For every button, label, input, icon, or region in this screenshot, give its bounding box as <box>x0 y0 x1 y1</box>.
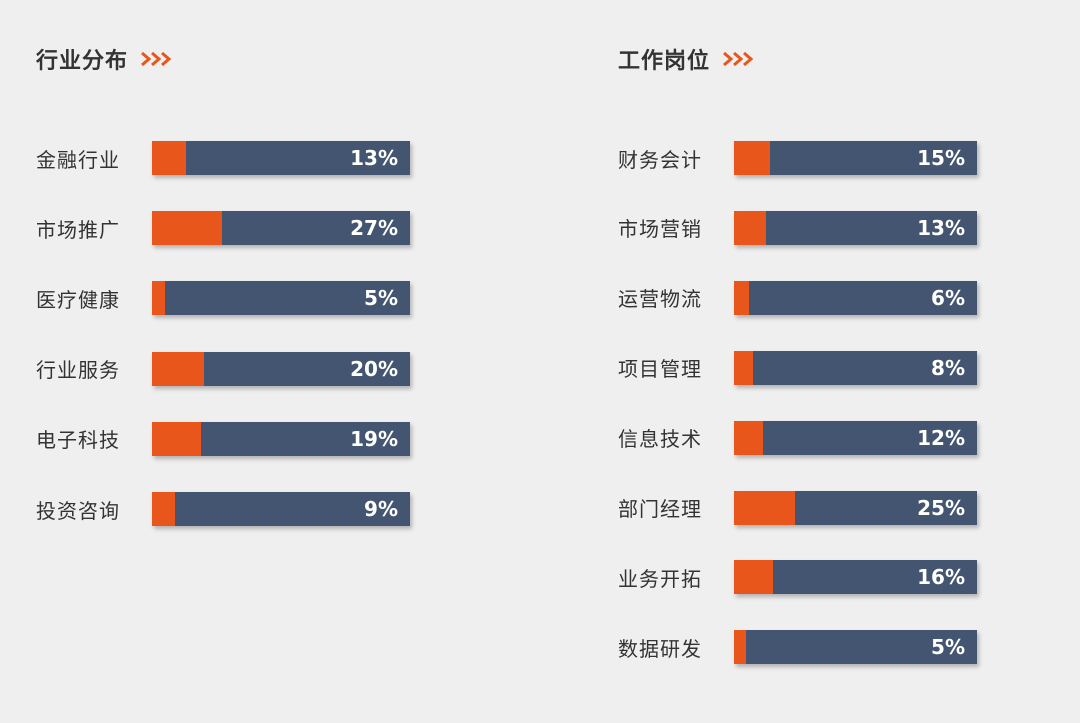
category-label: 医疗健康 <box>36 287 120 312</box>
bar-fill <box>152 492 176 526</box>
category-label: 投资咨询 <box>36 498 120 523</box>
bar-row: 财务会计 15% <box>618 141 977 175</box>
category-label: 业务开拓 <box>618 566 702 591</box>
category-label: 金融行业 <box>36 147 120 172</box>
bar-row: 业务开拓 16% <box>618 560 977 595</box>
data-label: 5% <box>364 286 398 311</box>
category-label: 市场推广 <box>36 217 120 242</box>
bar-track: 15% <box>734 141 977 175</box>
bar-fill <box>734 560 773 595</box>
category-label: 行业服务 <box>36 358 120 383</box>
chart-title: 工作岗位 <box>618 49 711 74</box>
bar-fill <box>152 281 165 316</box>
bar-fill <box>734 630 747 665</box>
data-label: 13% <box>917 215 965 240</box>
bar-row: 医疗健康 5% <box>36 281 410 316</box>
data-label: 16% <box>917 565 965 590</box>
bar-fill <box>734 490 795 525</box>
data-label: 20% <box>350 356 398 381</box>
bar-track: 6% <box>734 280 977 315</box>
bar-track: 27% <box>152 211 410 246</box>
bar-track: 19% <box>152 421 410 456</box>
bar-track: 16% <box>734 560 977 595</box>
bar-row: 电子科技 19% <box>36 421 410 456</box>
category-label: 项目管理 <box>618 357 702 382</box>
data-label: 15% <box>917 146 965 170</box>
bar-fill <box>734 420 764 455</box>
bar-row: 市场推广 27% <box>36 211 410 246</box>
bar-track: 25% <box>734 490 977 525</box>
bar-row: 项目管理 8% <box>618 350 977 385</box>
bar-row: 市场营销 13% <box>618 210 977 245</box>
bar-row: 投资咨询 9% <box>36 492 410 526</box>
bar-track: 13% <box>734 210 977 245</box>
data-label: 12% <box>917 425 965 450</box>
bar-track: 12% <box>734 420 977 455</box>
category-label: 部门经理 <box>618 497 702 521</box>
data-label: 25% <box>917 495 965 520</box>
bar-row: 信息技术 12% <box>618 420 977 455</box>
bar-track: 13% <box>152 141 410 175</box>
data-label: 27% <box>350 216 398 241</box>
bar-fill <box>152 421 202 456</box>
bar-row: 数据研发 5% <box>618 630 977 665</box>
bar-row: 运营物流 6% <box>618 280 977 315</box>
data-label: 9% <box>364 497 398 521</box>
bar-row: 金融行业 13% <box>36 141 410 175</box>
category-label: 财务会计 <box>618 147 702 172</box>
job-position-title: 工作岗位 <box>618 42 756 76</box>
data-label: 19% <box>350 426 398 451</box>
chevron-right-icon <box>723 51 754 67</box>
chevron-right-icon <box>141 51 172 67</box>
category-label: 信息技术 <box>618 427 702 452</box>
category-label: 市场营销 <box>618 217 702 242</box>
chart-title: 行业分布 <box>36 49 129 74</box>
bar-fill <box>152 351 204 386</box>
bar-fill <box>734 141 771 175</box>
bar-track: 5% <box>152 281 410 316</box>
bar-row: 部门经理 25% <box>618 490 977 525</box>
data-label: 5% <box>931 635 965 660</box>
bar-fill <box>734 350 754 385</box>
bar-fill <box>734 280 749 315</box>
category-label: 数据研发 <box>618 636 702 661</box>
bar-row: 行业服务 20% <box>36 351 410 386</box>
bar-track: 5% <box>734 630 977 665</box>
bar-fill <box>734 210 766 245</box>
data-label: 6% <box>931 285 965 310</box>
bar-fill <box>152 211 222 246</box>
data-label: 13% <box>350 146 398 170</box>
category-label: 电子科技 <box>36 428 120 453</box>
category-label: 运营物流 <box>618 287 702 312</box>
bar-fill <box>152 141 186 175</box>
data-label: 8% <box>931 355 965 380</box>
bar-track: 8% <box>734 350 977 385</box>
bar-track: 9% <box>152 492 410 526</box>
industry-distribution-title: 行业分布 <box>36 42 174 76</box>
bar-track: 20% <box>152 351 410 386</box>
